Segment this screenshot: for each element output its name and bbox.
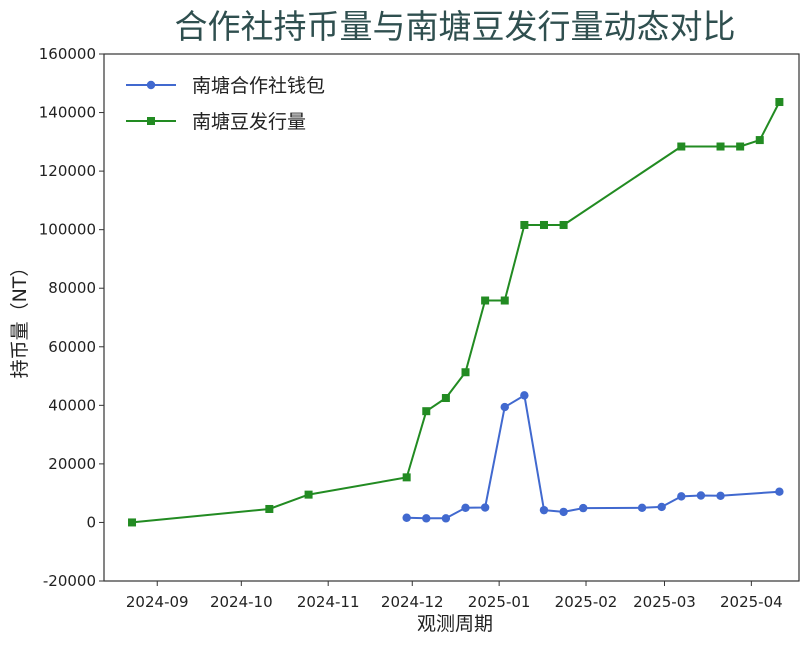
data-point	[402, 513, 411, 522]
legend-label: 南塘豆发行量	[192, 111, 306, 133]
y-tick-label: 0	[86, 513, 96, 531]
data-point	[520, 391, 529, 400]
x-tick-label: 2024-12	[381, 593, 444, 611]
data-point	[441, 394, 450, 403]
chart-title: 合作社持币量与南塘豆发行量动态对比	[175, 7, 736, 46]
x-tick-label: 2025-04	[720, 593, 783, 611]
legend-marker	[147, 117, 155, 125]
y-tick-label: 80000	[48, 279, 96, 297]
x-tick-label: 2025-03	[633, 593, 696, 611]
plot-area	[103, 53, 800, 582]
data-point	[422, 407, 431, 416]
data-point	[304, 490, 313, 499]
data-point	[696, 491, 706, 500]
series-line	[131, 101, 781, 524]
data-point	[637, 503, 647, 513]
data-point	[755, 136, 764, 145]
data-point	[716, 142, 725, 151]
series-1	[402, 391, 784, 523]
series-layer	[128, 98, 784, 527]
y-axis-ticks: -20000 0 20000 40000 60000 80000 100000 120000 1…	[39, 45, 104, 590]
y-tick-label: 100000	[39, 221, 96, 239]
x-tick-label: 2024-11	[297, 593, 360, 611]
x-tick-label: 2025-01	[468, 593, 531, 611]
data-point	[128, 518, 137, 527]
x-tick-label: 2025-02	[555, 593, 618, 611]
data-point	[677, 142, 686, 151]
legend-label: 南塘合作社钱包	[192, 75, 325, 97]
y-tick-label: 40000	[48, 396, 96, 414]
data-point	[559, 507, 568, 517]
x-axis-label: 观测周期	[417, 613, 493, 635]
y-tick-label: -20000	[43, 572, 96, 590]
data-point	[677, 492, 686, 501]
data-point	[579, 503, 588, 513]
legend-marker	[146, 80, 156, 90]
data-point	[265, 504, 274, 513]
series-2	[128, 98, 784, 527]
y-tick-label: 20000	[48, 455, 96, 473]
y-tick-label: 120000	[39, 162, 96, 180]
legend-item: 南塘豆发行量	[126, 111, 306, 133]
x-axis-ticks: 2024-09 2024-10 2024-11 2024-12 2025-01 2025-…	[126, 581, 783, 611]
data-point	[500, 402, 509, 412]
y-tick-label: 140000	[39, 104, 96, 122]
data-point	[539, 505, 549, 515]
x-tick-label: 2024-09	[126, 593, 189, 611]
data-point	[716, 491, 725, 501]
data-point	[402, 473, 411, 482]
data-point	[422, 514, 431, 523]
data-point	[559, 220, 568, 229]
data-point	[500, 296, 509, 305]
data-point	[539, 220, 548, 229]
x-tick-label: 2024-10	[210, 593, 273, 611]
data-point	[520, 220, 529, 229]
data-point	[481, 296, 490, 305]
series-line	[406, 394, 780, 520]
data-point	[461, 503, 470, 513]
data-point	[657, 502, 666, 512]
y-axis-label: 持币量（NT）	[9, 258, 31, 379]
data-point	[775, 487, 784, 496]
data-point	[441, 514, 451, 523]
data-point	[480, 503, 490, 512]
data-point	[461, 368, 470, 377]
legend-item: 南塘合作社钱包	[126, 75, 325, 97]
data-point	[736, 142, 745, 151]
y-tick-label: 60000	[48, 338, 96, 356]
data-point	[775, 98, 784, 107]
y-tick-label: 160000	[39, 45, 96, 63]
